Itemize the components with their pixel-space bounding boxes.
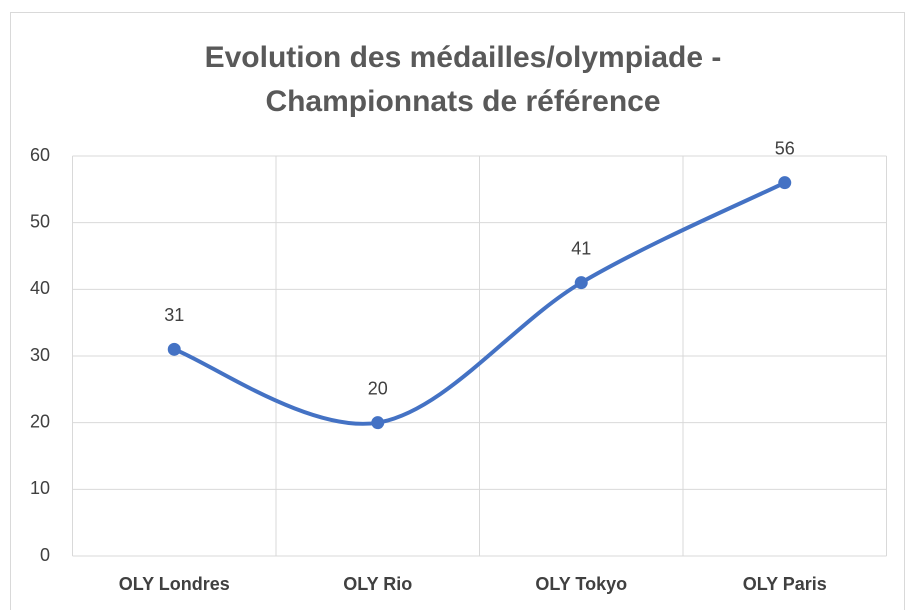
chart-title: Evolution des médailles/olympiade - Cham… bbox=[204, 41, 722, 118]
y-tick-label: 50 bbox=[30, 211, 50, 231]
y-tick-label: 40 bbox=[30, 278, 50, 298]
series-line bbox=[172, 180, 787, 426]
data-label: 20 bbox=[368, 378, 388, 398]
data-point bbox=[574, 276, 588, 290]
x-tick-label: OLY Rio bbox=[343, 574, 412, 594]
data-label: 56 bbox=[775, 138, 795, 158]
data-label: 31 bbox=[164, 305, 184, 325]
chart-frame bbox=[10, 12, 905, 610]
y-tick-label: 20 bbox=[30, 411, 50, 431]
x-tick-label: OLY Paris bbox=[743, 574, 827, 594]
data-point bbox=[778, 176, 792, 190]
y-tick-label: 60 bbox=[30, 145, 50, 165]
data-label: 41 bbox=[571, 238, 591, 258]
x-tick-label: OLY Tokyo bbox=[535, 574, 627, 594]
data-point bbox=[167, 342, 181, 356]
data-point bbox=[371, 416, 385, 430]
x-tick-label: OLY Londres bbox=[119, 574, 230, 594]
y-tick-label: 30 bbox=[30, 345, 50, 365]
y-tick-label: 10 bbox=[30, 478, 50, 498]
y-tick-label: 0 bbox=[40, 545, 50, 565]
